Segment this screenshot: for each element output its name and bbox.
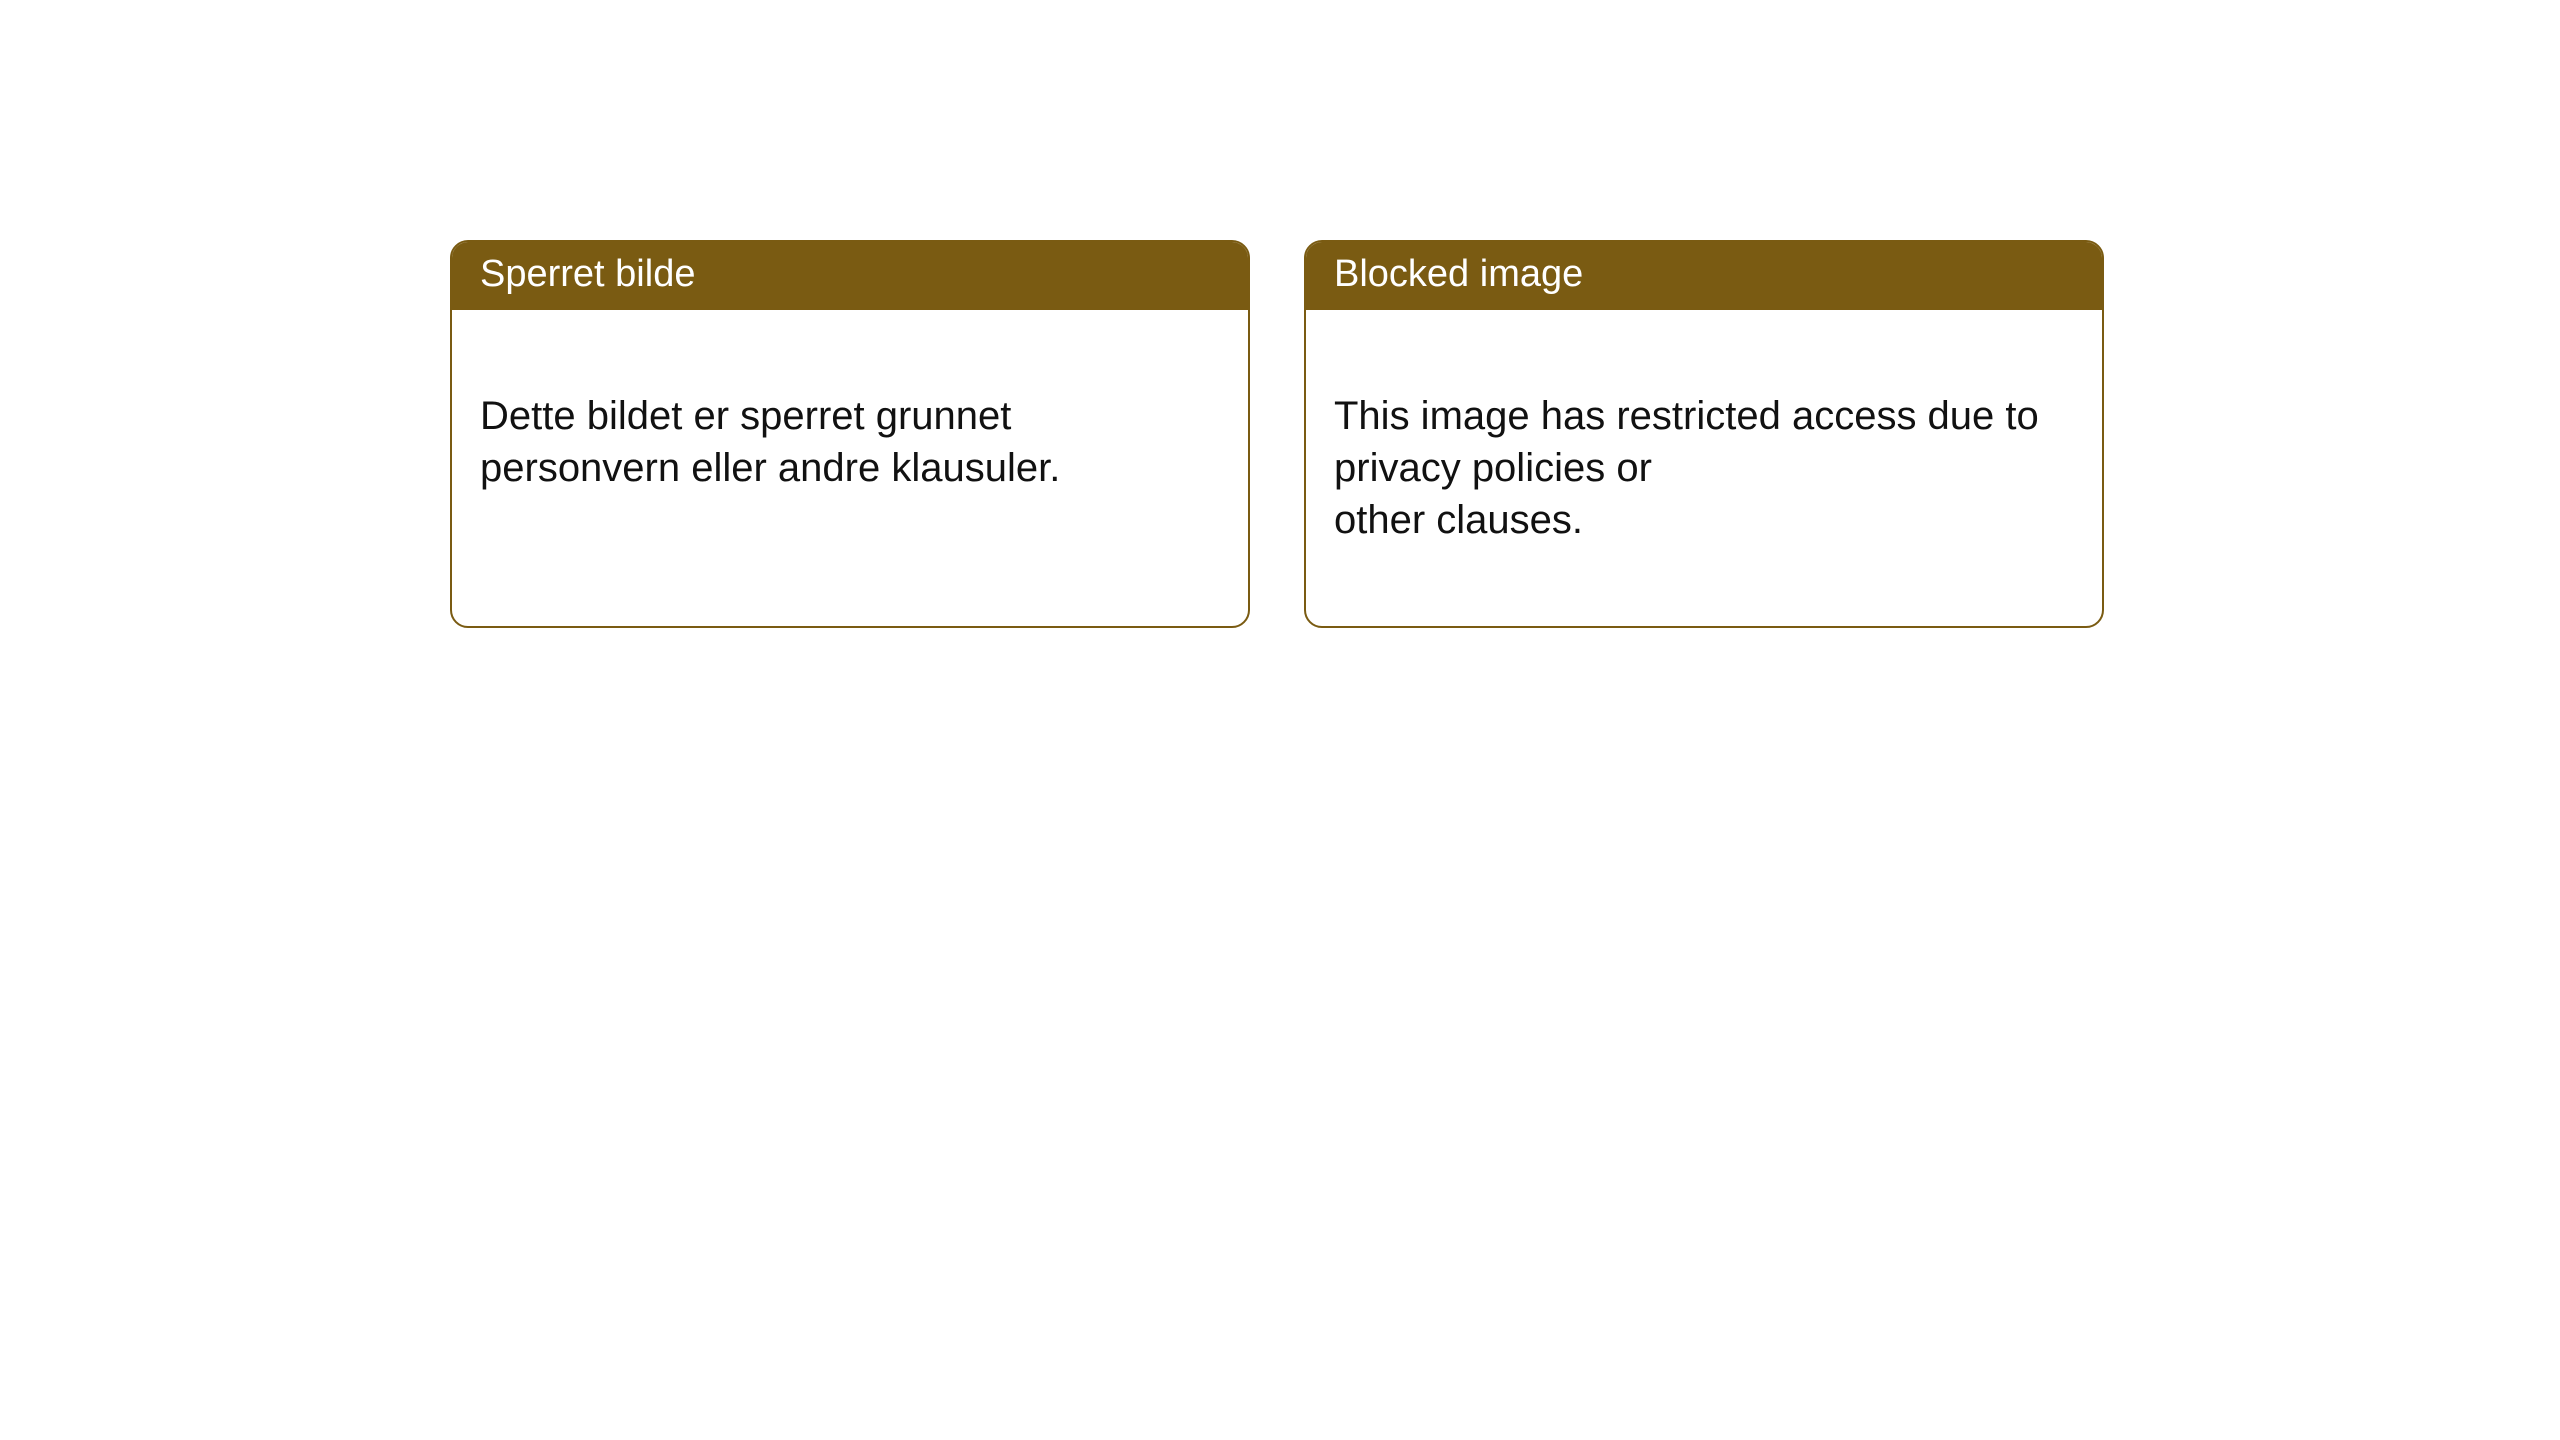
notice-card-no: Sperret bilde Dette bildet er sperret gr… xyxy=(450,240,1250,628)
notice-card-en: Blocked image This image has restricted … xyxy=(1304,240,2104,628)
notice-card-en-body-text: This image has restricted access due to … xyxy=(1334,394,2039,542)
notice-card-en-header: Blocked image xyxy=(1306,242,2102,310)
notice-card-no-header: Sperret bilde xyxy=(452,242,1248,310)
notice-card-no-title: Sperret bilde xyxy=(480,253,695,295)
notice-card-en-body: This image has restricted access due to … xyxy=(1306,310,2102,626)
notice-card-no-body: Dette bildet er sperret grunnet personve… xyxy=(452,310,1248,574)
notice-card-no-body-text: Dette bildet er sperret grunnet personve… xyxy=(480,394,1060,490)
notice-cards-row: Sperret bilde Dette bildet er sperret gr… xyxy=(450,240,2104,628)
notice-card-en-title: Blocked image xyxy=(1334,253,1583,295)
